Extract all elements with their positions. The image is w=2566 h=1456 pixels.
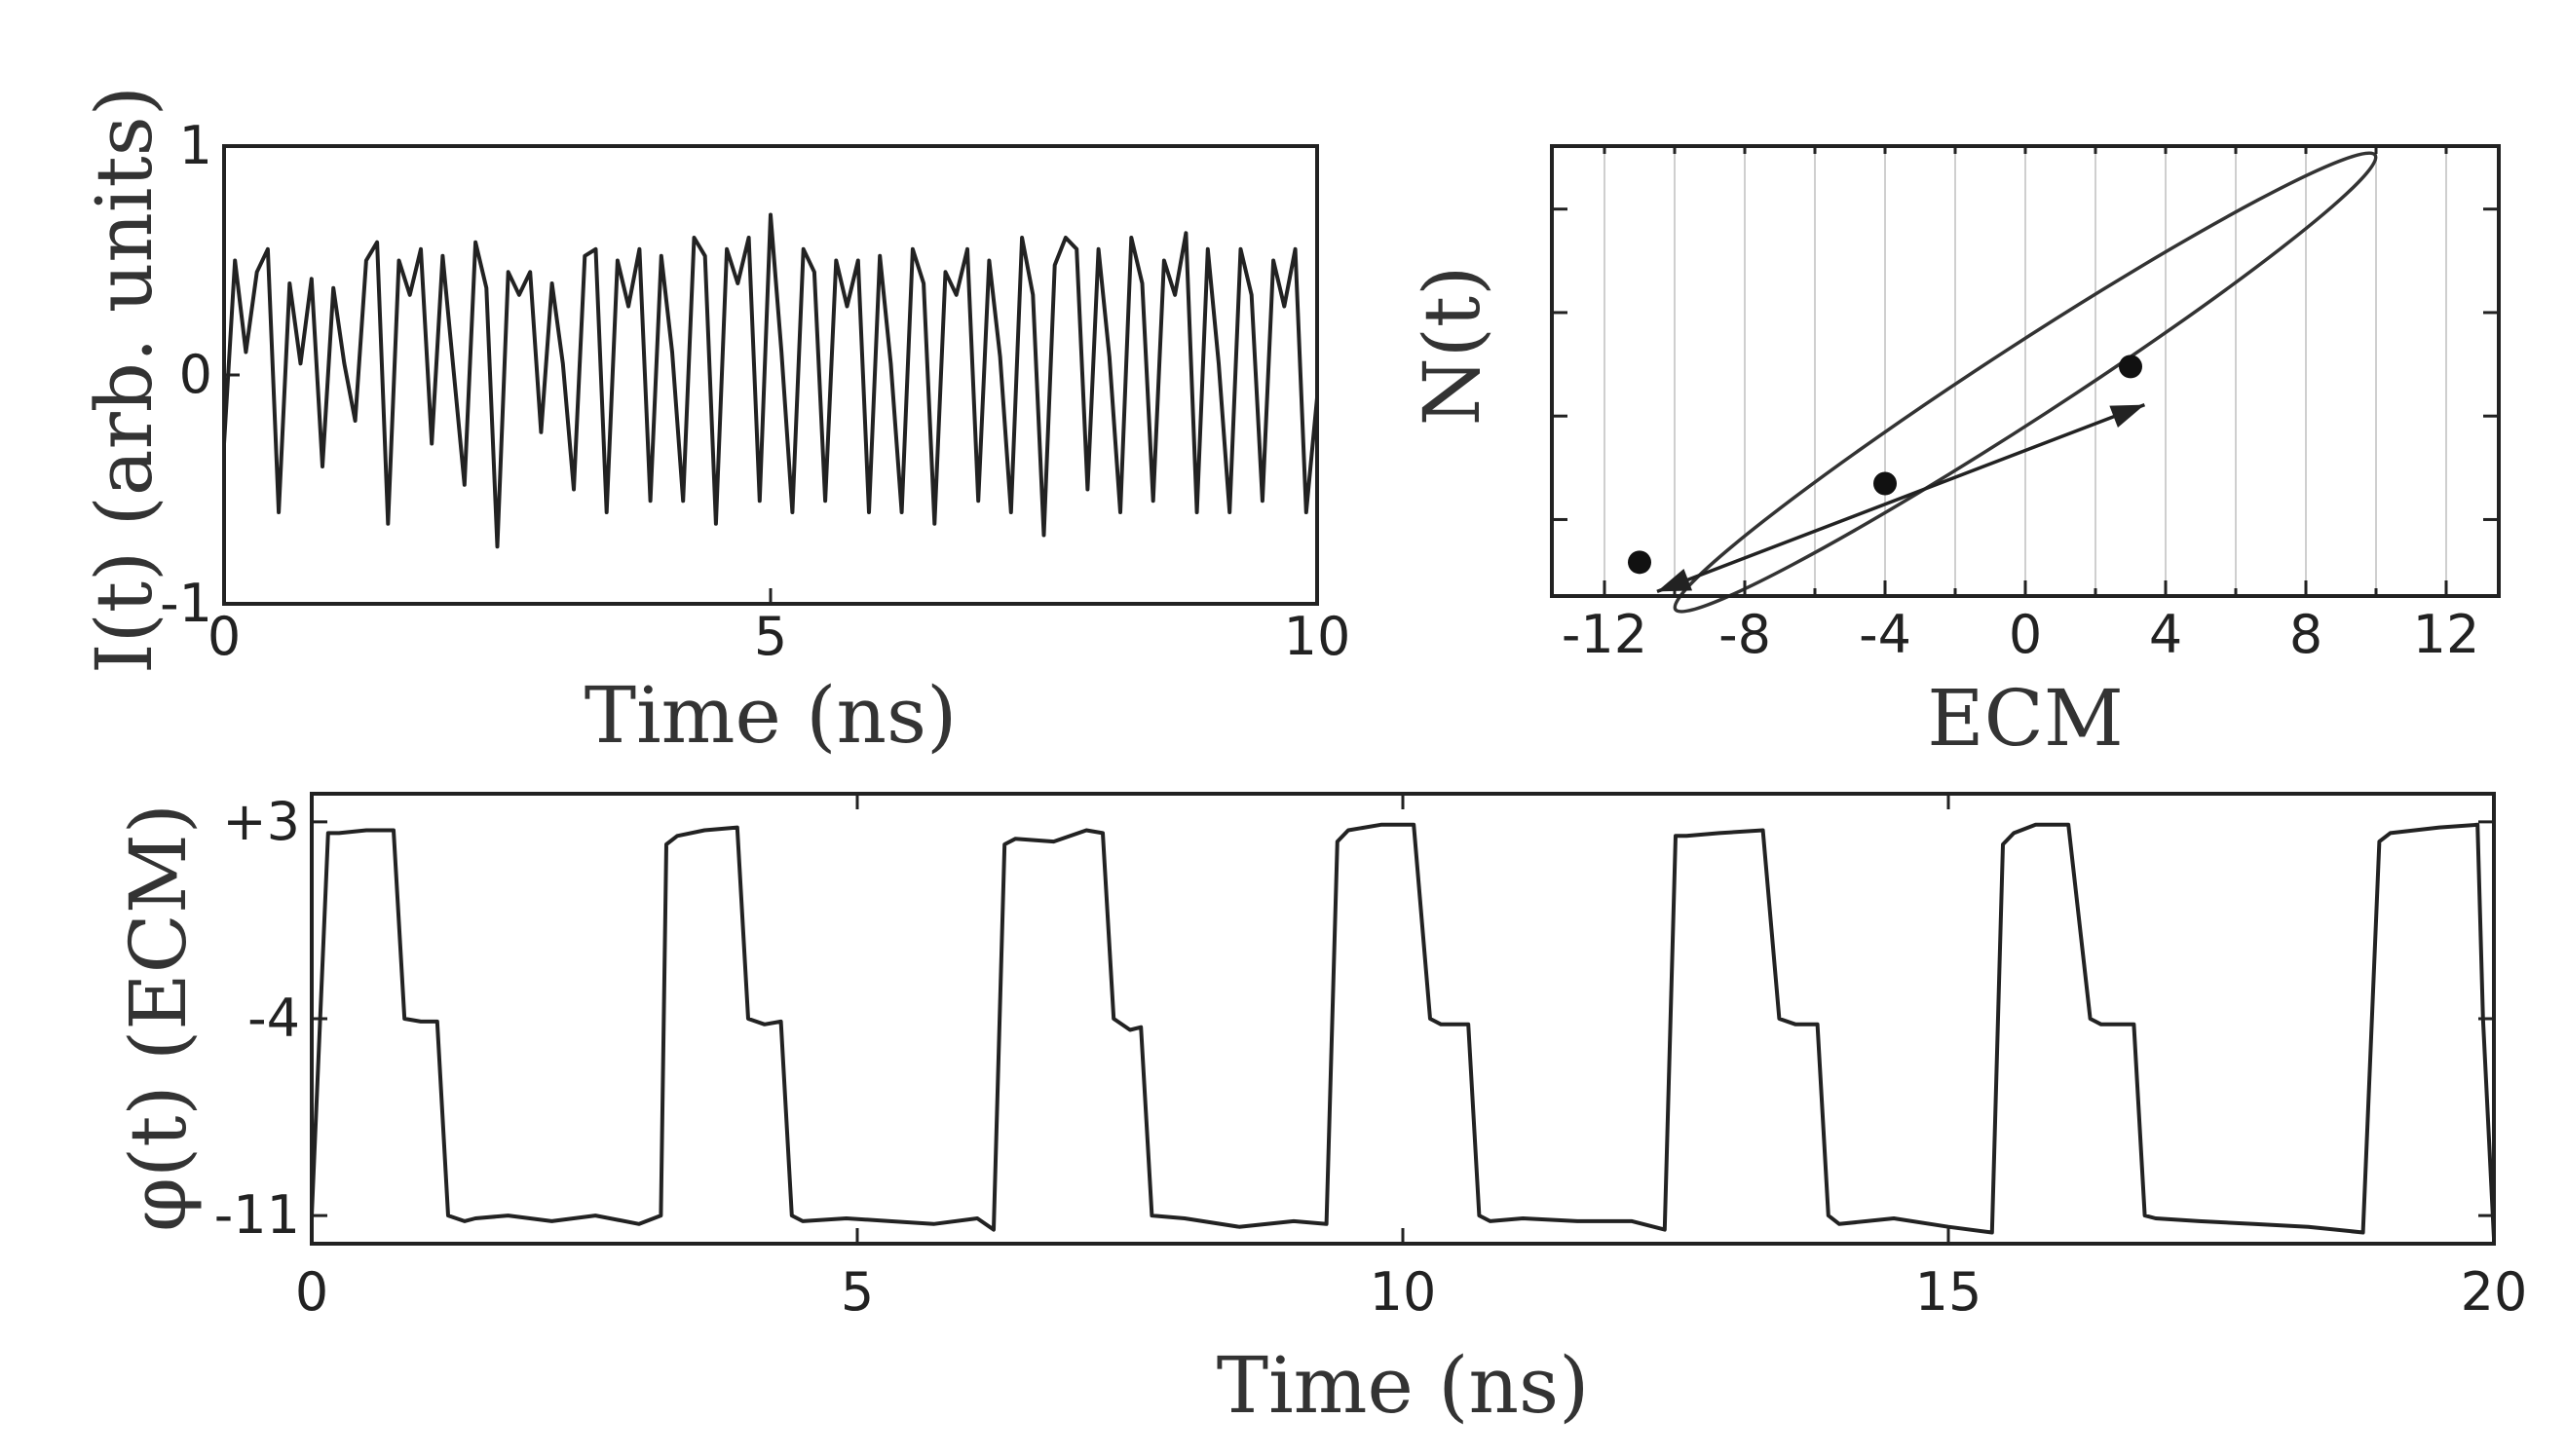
phase-plot-frame — [310, 792, 2496, 1246]
intensity-y-tick-label: 0 — [179, 344, 212, 405]
phase-space-x-tick-label: 4 — [2149, 604, 2182, 665]
phase-y-tick-label: -11 — [214, 1184, 300, 1246]
intensity-y-tick-label: -1 — [160, 573, 212, 634]
phase-space-x-axis-label: ECM — [1927, 673, 2124, 764]
phase-panel: 0 5 10 15 20 +3 -4 -11 Time (ns) φ(t) (ECM) — [113, 791, 2527, 1431]
phase-space-marker — [1873, 471, 1897, 496]
phase-space-x-tick-label: -8 — [1718, 604, 1771, 665]
phase-space-marker — [2119, 355, 2142, 379]
phase-space-x-tick-label: 12 — [2413, 604, 2480, 665]
phase-y-tick-label: +3 — [222, 791, 300, 852]
phase-y-axis-label: φ(t) (ECM) — [113, 803, 204, 1232]
intensity-x-tick-label: 0 — [208, 606, 241, 667]
intensity-panel: 0 5 10-101 Time (ns) I(t) (arb. units) — [79, 86, 1350, 761]
phase-space-x-tick-label: 0 — [2009, 604, 2042, 665]
phase-space-arrow-line — [1656, 403, 2146, 594]
intensity-x-tick-label: 10 — [1284, 606, 1351, 667]
phase-space-x-tick-label: 8 — [2289, 604, 2322, 665]
phase-space-x-tick-label: -4 — [1859, 604, 1911, 665]
phase-x-axis-label: Time (ns) — [1217, 1340, 1590, 1431]
phase-trace — [310, 822, 2496, 1239]
intensity-trace — [222, 212, 1319, 549]
intensity-y-tick-label: 1 — [179, 115, 212, 176]
phase-space-arrowhead-right — [2109, 404, 2145, 429]
phase-space-x-tick-label: -12 — [1562, 604, 1647, 665]
phase-x-tick-label: 0 — [295, 1261, 328, 1323]
intensity-y-axis-label: I(t) (arb. units) — [79, 86, 170, 674]
phase-space-y-axis-label: N(t) — [1407, 266, 1497, 427]
intensity-x-tick-label: 5 — [754, 606, 787, 667]
phase-x-tick-label: 20 — [2461, 1261, 2528, 1323]
intensity-x-axis-label: Time (ns) — [585, 670, 958, 761]
phase-space-arrowhead-left — [1657, 569, 1693, 592]
phase-x-tick-label: 15 — [1915, 1261, 1982, 1323]
phase-x-tick-label: 10 — [1370, 1261, 1437, 1323]
phase-space-marker — [1628, 550, 1651, 575]
phase-x-tick-label: 5 — [841, 1261, 874, 1323]
phase-space-orbit — [1673, 151, 2378, 614]
phase-y-tick-label: -4 — [247, 988, 300, 1049]
phase-space-panel: -12 -8 -4 0 4 8 12 ECM N(t) — [1407, 144, 2501, 764]
